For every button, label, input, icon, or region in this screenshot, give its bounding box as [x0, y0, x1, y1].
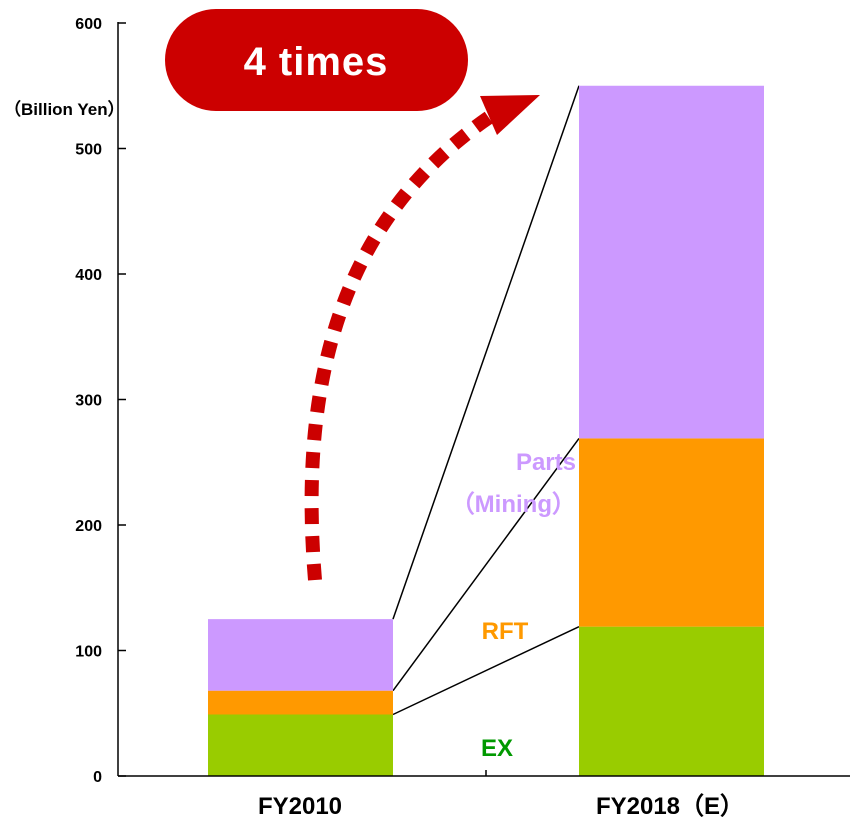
y-ticks: 0 100 200 300 400 500 600	[75, 16, 126, 786]
bar-segment	[208, 714, 393, 776]
category-labels: FY2010 FY2018（E）	[258, 793, 744, 820]
connector-line	[392, 625, 580, 716]
connector-line	[392, 85, 580, 620]
y-tick-label: 0	[93, 769, 102, 786]
growth-arrow	[304, 95, 540, 581]
category-label: FY2010	[258, 793, 342, 820]
series-label-parts-sub: （Mining）	[451, 491, 576, 518]
y-tick-label: 500	[75, 142, 102, 159]
growth-banner: 4 times	[165, 9, 468, 111]
bar-segment	[208, 619, 393, 691]
series-label-ex: EX	[481, 735, 513, 762]
connector-lines	[392, 85, 580, 716]
bar-segment	[208, 690, 393, 715]
series-label-parts: Parts	[516, 449, 576, 476]
y-tick-label: 100	[75, 644, 102, 661]
bar-segment	[579, 85, 764, 439]
bars	[208, 85, 764, 776]
y-tick-label: 200	[75, 518, 102, 535]
banner-background	[165, 9, 468, 111]
series-label-rft: RFT	[482, 618, 529, 645]
y-tick-label: 300	[75, 393, 102, 410]
category-label: FY2018（E）	[596, 793, 744, 820]
banner-text: 4 times	[244, 40, 389, 84]
y-tick-label: 400	[75, 267, 102, 284]
connector-line	[392, 437, 580, 692]
bar-segment	[579, 438, 764, 627]
unit-label: （Billion Yen）	[4, 99, 125, 119]
bar-segment	[579, 626, 764, 776]
y-tick-label: 600	[75, 16, 102, 33]
